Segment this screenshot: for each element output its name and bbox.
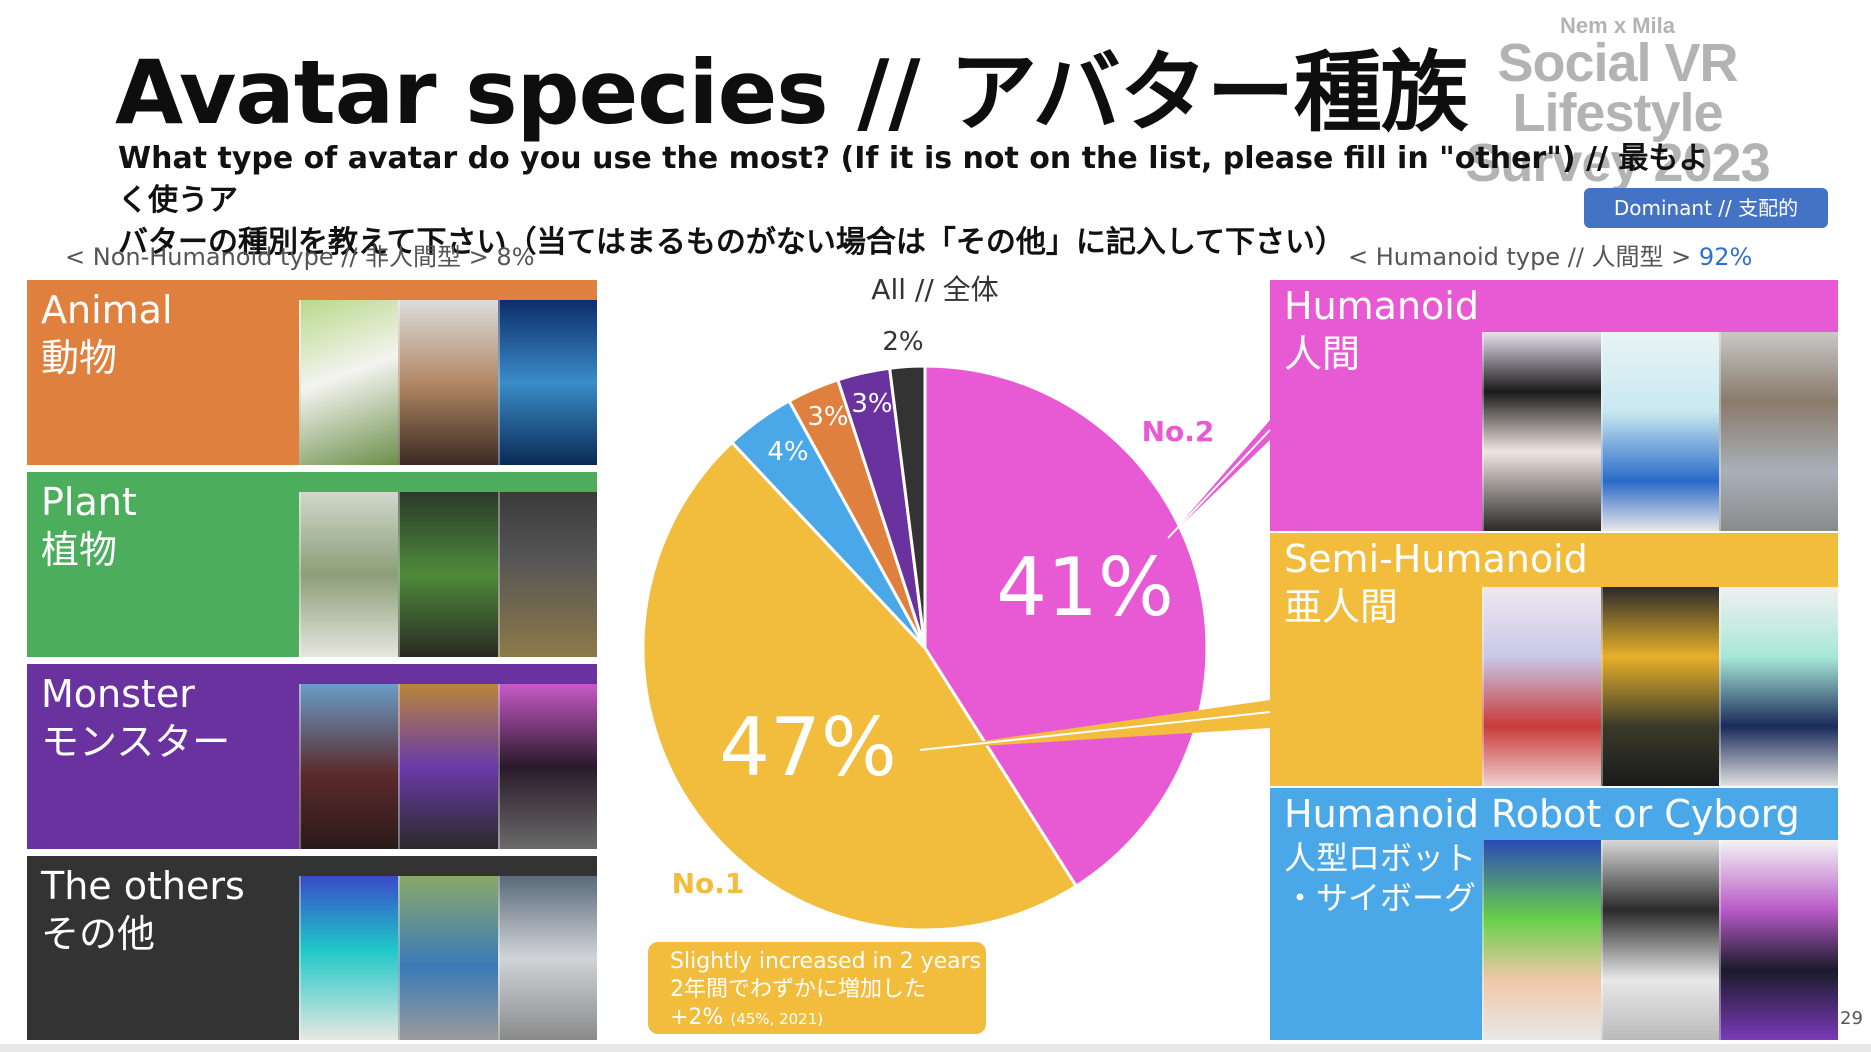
humanoid-white-hair-avatar-image: [1600, 332, 1720, 531]
note-line3: +2% (45%, 2021): [670, 1004, 986, 1033]
category-name-ja: 人型ロボット ・サイボーグ: [1284, 839, 1477, 917]
robot-girl-avatar-image: [1482, 840, 1601, 1040]
owl-avatar-image: [497, 300, 597, 465]
sprout-avatar-image: [497, 492, 597, 657]
category-name-en: Semi-Humanoid: [1284, 537, 1588, 581]
note-line2: 2年間でわずかに増加した: [670, 977, 926, 1002]
angel-avatar-image: [1719, 587, 1838, 786]
category-robot-cyborg: Humanoid Robot or Cyborg 人型ロボット ・サイボーグ: [1270, 788, 1838, 1040]
humanoid-header-prefix: < Humanoid type // 人間型 >: [1348, 243, 1699, 271]
humanoid-man-avatar-image: [1719, 332, 1838, 531]
survey-question: What type of avatar do you use the most?…: [118, 138, 1738, 264]
semi-humanoid-callout: [920, 700, 1270, 750]
avatar-thumbnails: [299, 684, 597, 849]
category-name-en: Monster: [41, 672, 195, 716]
label-monster-pct: 3%: [851, 389, 892, 419]
fox-glasses-avatar-image: [1600, 587, 1720, 786]
category-name-en: The others: [41, 864, 245, 908]
label-semi-humanoid-pct: 47%: [719, 701, 897, 794]
category-name-ja: 人間: [1284, 332, 1361, 376]
label-animal-pct: 3%: [807, 402, 848, 432]
page-title: Avatar species // アバター種族: [115, 41, 1469, 144]
pie-slice-humanoid: [923, 364, 1209, 889]
note-line1: Slightly increased in 2 years: [670, 949, 982, 974]
semi-humanoid-callout-line: [919, 711, 1271, 751]
note-baseline: (45%, 2021): [730, 1010, 824, 1028]
category-label: Animal 動物: [41, 286, 173, 382]
survey-brand-logo: Nem x Mila Social VR Lifestyle Survey 20…: [1395, 13, 1840, 193]
cyborg-helmet-avatar-image: [1600, 840, 1720, 1040]
pie-slice-semi-humanoid: [641, 440, 1079, 932]
pie-chart: 41% 47% No.2 No.1 4% 3% 3% 2%: [641, 327, 1271, 932]
rank-humanoid: No.2: [1142, 415, 1215, 448]
humanoid-callout: [1168, 420, 1270, 538]
category-name-ja: その他: [41, 912, 156, 956]
car-avatar-image: [398, 876, 498, 1040]
purple-cyborg-avatar-image: [1719, 840, 1838, 1040]
humanoid-callout-line: [1167, 429, 1271, 539]
category-label: Semi-Humanoid 亜人間: [1284, 535, 1588, 631]
category-plant: Plant 植物: [27, 472, 597, 657]
category-name-ja: モンスター: [41, 720, 231, 764]
category-humanoid: Humanoid 人間: [1270, 280, 1838, 531]
category-others: The others その他: [27, 856, 597, 1040]
category-name-en: Humanoid: [1284, 284, 1479, 328]
humanoid-header: < Humanoid type // 人間型 > 92%: [1348, 237, 1752, 272]
page-number: 29: [1840, 1008, 1863, 1029]
hamster-avatar-image: [398, 300, 498, 465]
category-monster: Monster モンスター: [27, 664, 597, 849]
brand-line1: Social VR Lifestyle: [1497, 33, 1738, 143]
label-humanoid-pct: 41%: [996, 541, 1174, 634]
rank-semi-humanoid: No.1: [672, 867, 745, 900]
tree-avatar-image: [398, 492, 498, 657]
avatar-thumbnails: [1482, 587, 1838, 786]
question-line1: What type of avatar do you use the most?…: [118, 141, 1709, 218]
category-name-en: Animal: [41, 288, 173, 332]
non-humanoid-header: < Non-Humanoid type // 非人間型 > 8%: [65, 243, 535, 271]
brand-line2: Survey 2023: [1465, 133, 1770, 193]
footer-divider: [0, 1044, 1871, 1052]
avatar-thumbnails: [299, 876, 597, 1040]
skeleton-avatar-image: [497, 684, 597, 849]
dragon-avatar-image: [398, 684, 498, 849]
category-label: Humanoid 人間: [1284, 282, 1479, 378]
category-label: Humanoid Robot or Cyborg 人型ロボット ・サイボーグ: [1284, 790, 1800, 918]
leek-avatar-image: [299, 492, 399, 657]
category-label: The others その他: [41, 862, 245, 958]
panda-avatar-image: [299, 300, 399, 465]
trend-note: Slightly increased in 2 years 2年間でわずかに増加…: [648, 942, 986, 1034]
category-label: Monster モンスター: [41, 670, 230, 766]
category-animal: Animal 動物: [27, 280, 597, 465]
fox-girl-avatar-image: [1482, 587, 1601, 786]
question-line2: バターの種別を教えて下さい（当てはまるものがない場合は「その他」に記入して下さい…: [118, 225, 1345, 260]
category-label: Plant 植物: [41, 478, 137, 574]
category-name-en: Plant: [41, 480, 137, 524]
oscilloscope-avatar-image: [299, 876, 399, 1040]
category-semi-humanoid: Semi-Humanoid 亜人間: [1270, 533, 1838, 786]
category-name-ja: 植物: [41, 528, 118, 572]
chart-title: All // 全体: [871, 273, 999, 306]
brain-monster-avatar-image: [299, 684, 399, 849]
category-name-ja: 動物: [41, 336, 118, 380]
label-robot-cyborg-pct: 4%: [767, 437, 808, 467]
avatar-thumbnails: [1482, 332, 1838, 531]
dominant-badge: Dominant // 支配的: [1584, 188, 1828, 228]
label-others-pct: 2%: [882, 327, 923, 357]
brand-top: Nem x Mila: [1560, 13, 1675, 38]
ball-avatar-image: [497, 876, 597, 1040]
avatar-thumbnails: [299, 300, 597, 465]
avatar-thumbnails: [299, 492, 597, 657]
category-name-ja: 亜人間: [1284, 585, 1399, 629]
humanoid-girl-avatar-image: [1482, 332, 1601, 531]
avatar-thumbnails: [1482, 840, 1838, 1040]
note-change: +2%: [670, 1005, 724, 1030]
humanoid-header-pct: 92%: [1698, 243, 1753, 271]
pie-slice-others: [887, 364, 927, 649]
category-name-en: Humanoid Robot or Cyborg: [1284, 792, 1800, 836]
